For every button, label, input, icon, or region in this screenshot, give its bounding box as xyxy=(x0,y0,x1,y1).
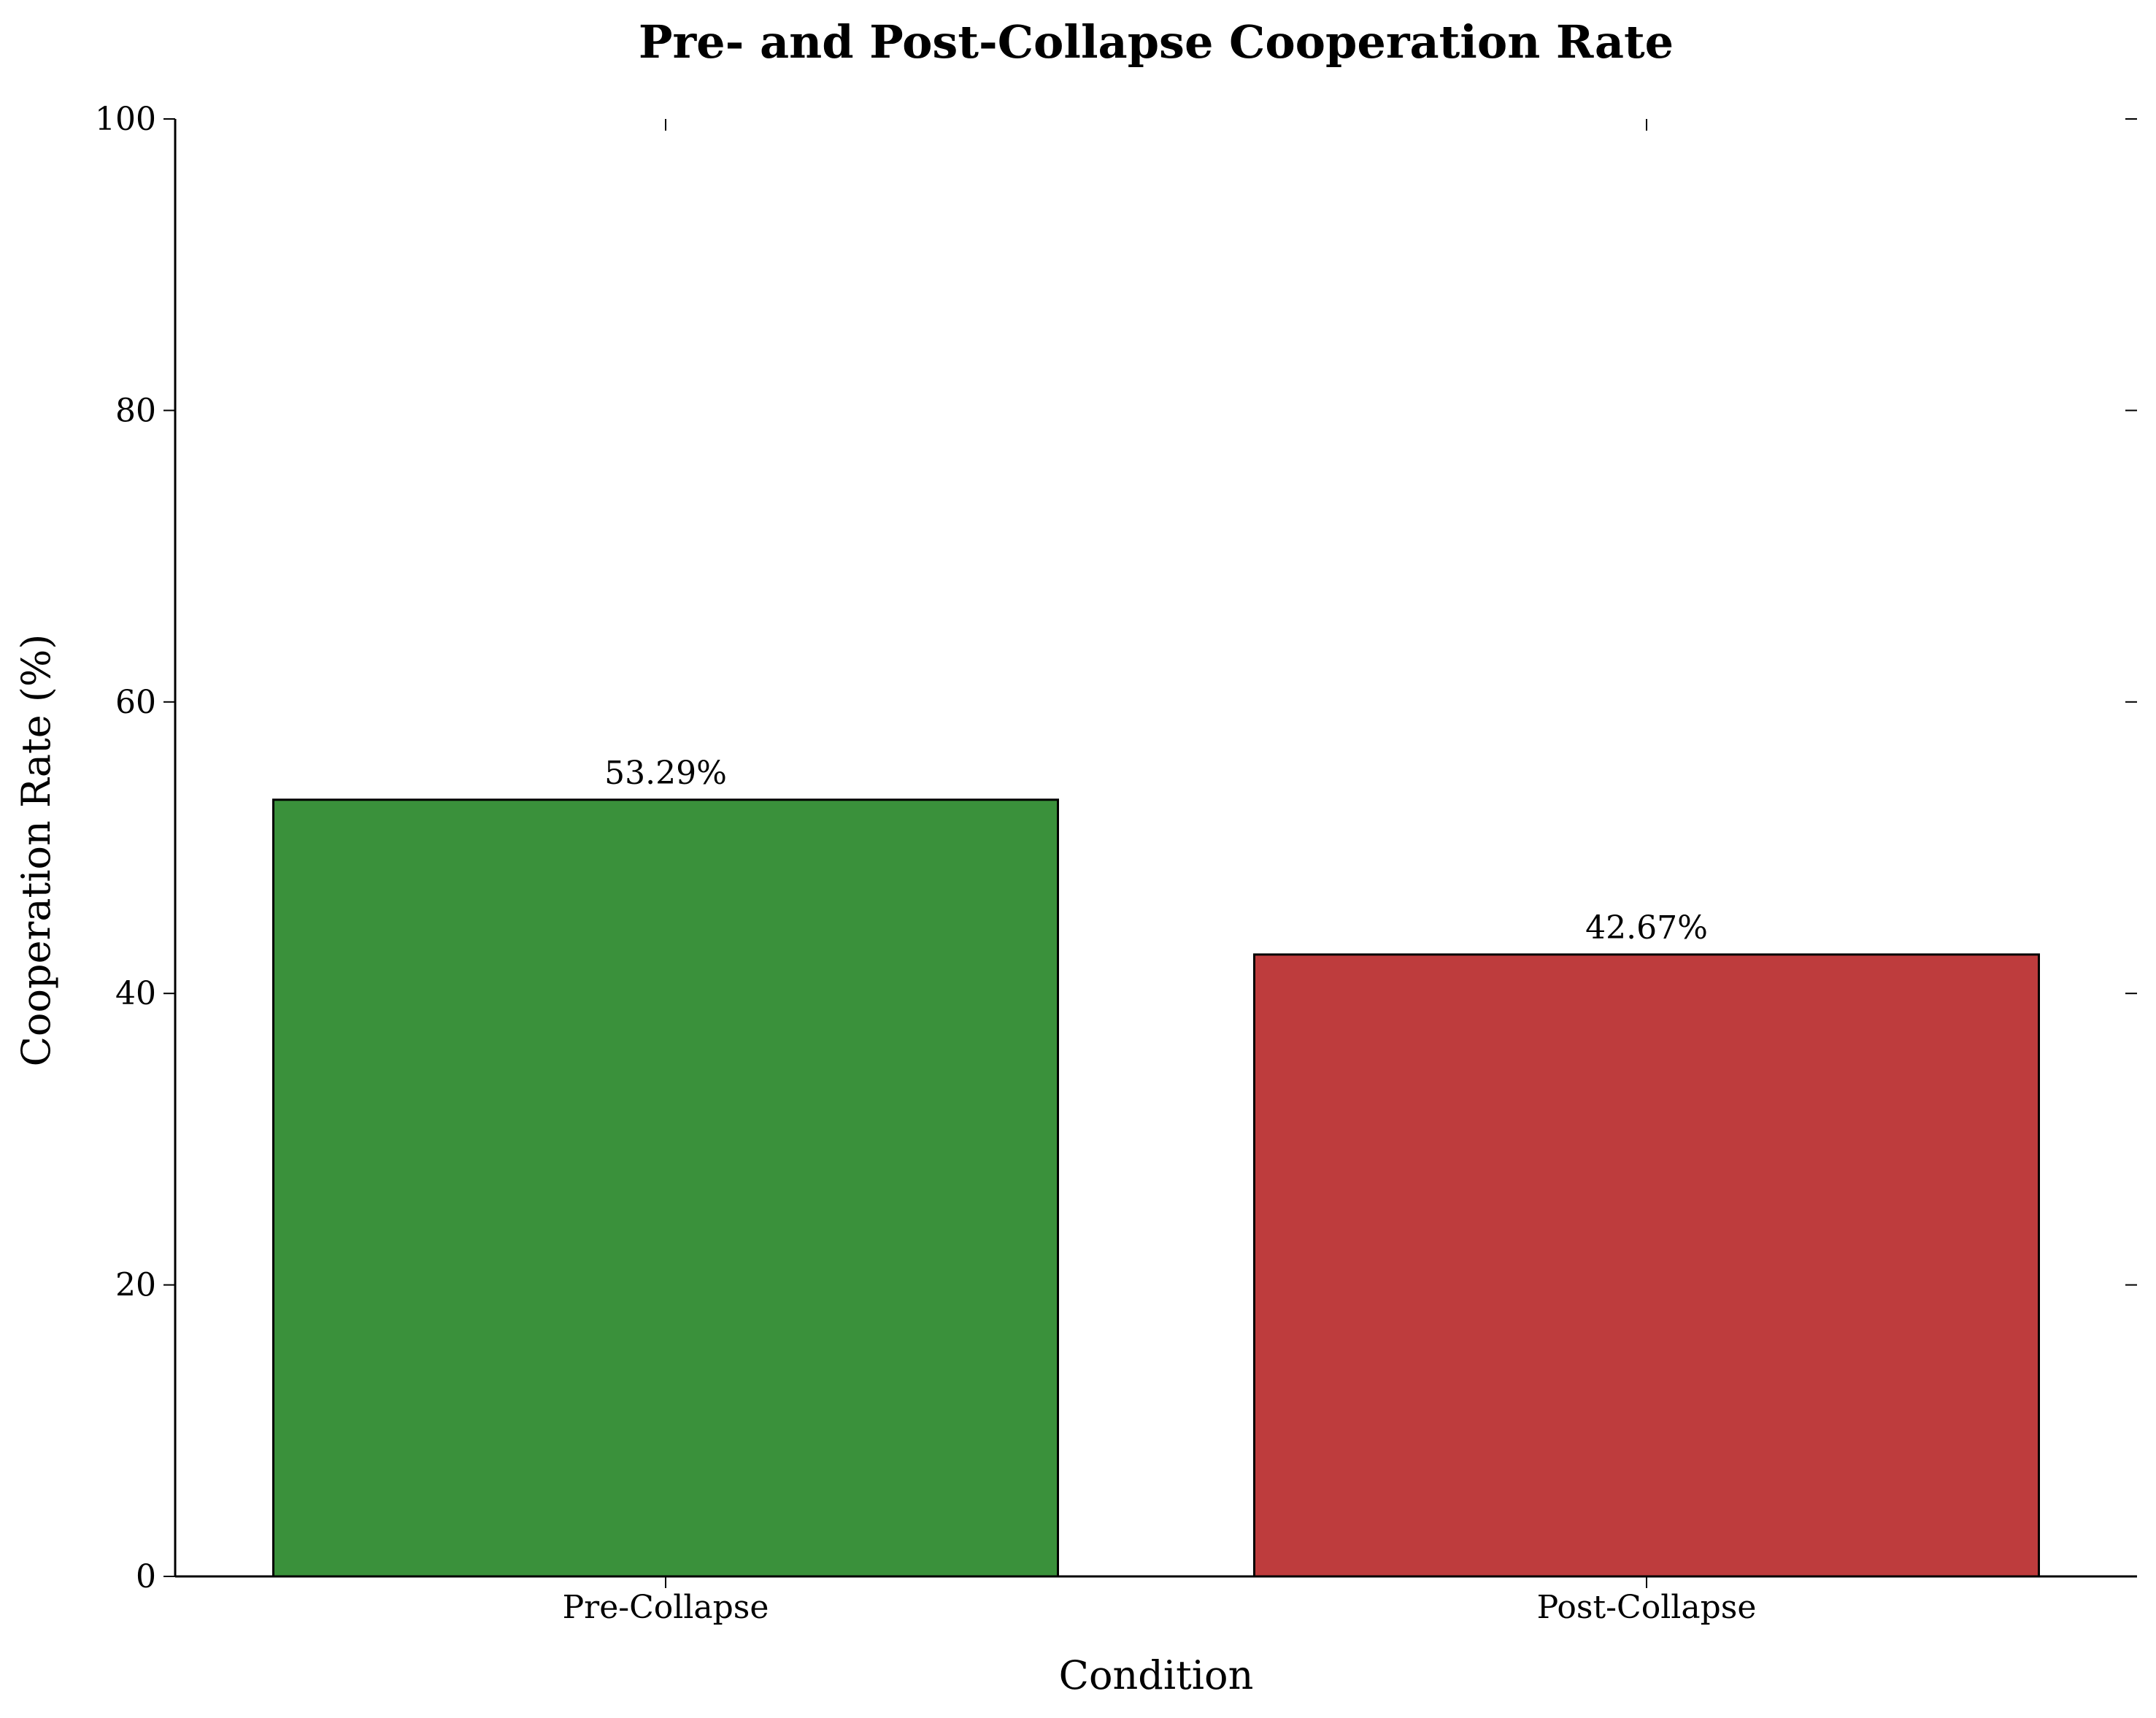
chart-title: Pre- and Post-Collapse Cooperation Rate xyxy=(639,15,1674,69)
x-tick-label-0: Pre-Collapse xyxy=(563,1589,769,1626)
x-axis-label: Condition xyxy=(1059,1652,1254,1698)
axes-layer xyxy=(174,119,2137,1578)
bars-layer xyxy=(272,798,2040,1578)
x-tick-label-1: Post-Collapse xyxy=(1537,1589,1757,1626)
y-tick-label-1: 20 xyxy=(115,1267,156,1304)
y-tick-label-2: 40 xyxy=(115,975,156,1012)
bar-value-label-1: 42.67% xyxy=(1585,909,1708,947)
labels-layer: 53.29% Pre-Collapse 42.67% Post-Collapse 0 20… xyxy=(95,101,1756,1626)
y-tick-label-4: 80 xyxy=(115,392,156,429)
bar-0 xyxy=(272,798,1059,1578)
y-tick-label-3: 60 xyxy=(115,684,156,721)
bar-value-label-0: 53.29% xyxy=(604,755,727,792)
bar-1 xyxy=(1253,953,2040,1578)
y-tick-label-5: 100 xyxy=(95,101,156,138)
y-tick-label-0: 0 xyxy=(136,1558,156,1595)
y-axis-label: Cooperation Rate (%) xyxy=(13,634,59,1067)
y-axis-label-group: Cooperation Rate (%) xyxy=(13,634,59,1067)
ticks-layer xyxy=(163,118,2137,1588)
